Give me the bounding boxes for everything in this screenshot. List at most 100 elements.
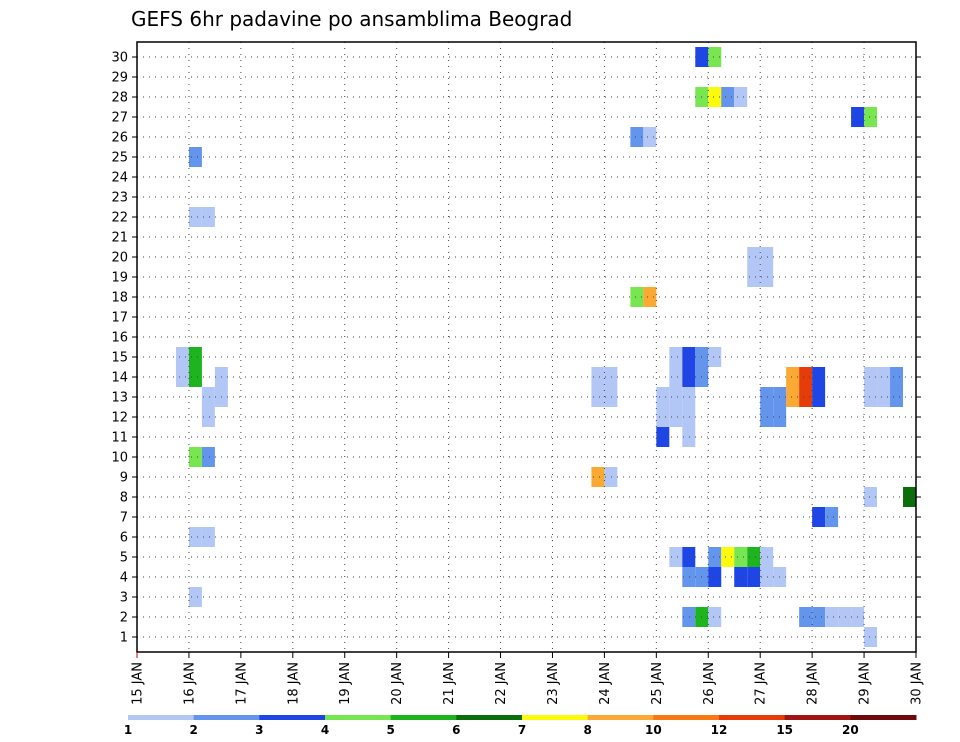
colorbar-swatch — [719, 715, 786, 720]
precip-cell — [175, 347, 189, 367]
y-tick-label: 19 — [111, 271, 128, 286]
precip-cell — [864, 107, 878, 127]
precip-cell — [812, 367, 826, 387]
precip-cell — [812, 507, 826, 527]
y-tick-label: 11 — [111, 431, 128, 446]
precip-cell — [734, 87, 748, 107]
y-tick-label: 26 — [111, 131, 128, 146]
precip-cell — [630, 127, 644, 147]
precip-cell — [201, 527, 215, 547]
precip-cell — [864, 487, 878, 507]
colorbar-swatch — [522, 715, 589, 720]
y-tick-label: 2 — [120, 611, 128, 626]
grid-layer — [137, 42, 916, 652]
x-tick-label: 25 JAN — [650, 662, 665, 705]
precip-cell — [682, 387, 696, 407]
x-tick-label: 23 JAN — [546, 662, 561, 705]
precip-cell — [747, 247, 761, 267]
chart-title: GEFS 6hr padavine po ansamblima Beograd — [131, 7, 572, 31]
precip-cell — [760, 407, 774, 427]
y-tick-label: 16 — [111, 331, 128, 346]
colorbar: 1 2 3 4 5 6 7 8 10 12 15 20 — [124, 715, 917, 737]
precip-cell — [175, 367, 189, 387]
y-tick-label: 5 — [120, 551, 128, 566]
y-tick-label: 9 — [120, 471, 128, 486]
y-tick-label: 13 — [111, 391, 128, 406]
precip-cell — [825, 507, 839, 527]
colorbar-label: 2 — [189, 723, 197, 737]
precip-cell — [825, 607, 839, 627]
x-tick-label: 21 JAN — [442, 662, 457, 705]
precip-cell — [643, 287, 657, 307]
y-tick-label: 23 — [111, 191, 128, 206]
x-axis: 15 JAN 16 JAN 17 JAN 18 JAN 19 JAN 20 JAN 21 J… — [131, 652, 925, 705]
y-tick-label: 21 — [111, 231, 128, 246]
precip-cell — [604, 367, 618, 387]
precip-cell — [669, 407, 683, 427]
precip-cell — [682, 427, 696, 447]
precip-cell — [201, 207, 215, 227]
y-tick-label: 18 — [111, 291, 128, 306]
precip-cell — [669, 387, 683, 407]
y-tick-label: 14 — [111, 371, 128, 386]
colorbar-label: 20 — [842, 723, 859, 737]
y-tick-label: 8 — [120, 491, 128, 506]
colorbar-swatch — [784, 715, 851, 720]
precip-cell — [760, 387, 774, 407]
precip-cell — [799, 607, 813, 627]
precip-cell — [656, 407, 670, 427]
colorbar-swatch — [193, 715, 260, 720]
x-tick-label: 27 JAN — [754, 662, 769, 705]
y-tick-label: 15 — [111, 351, 128, 366]
precip-cell — [188, 447, 202, 467]
precip-cell — [630, 287, 644, 307]
precip-cell — [708, 607, 722, 627]
x-tick-label: 24 JAN — [598, 662, 613, 705]
colorbar-swatch — [456, 715, 523, 720]
precip-cell — [591, 387, 605, 407]
precip-cell — [734, 567, 748, 587]
colorbar-label: 8 — [583, 723, 591, 737]
y-tick-label: 4 — [120, 571, 128, 586]
precip-cell — [643, 127, 657, 147]
precip-cell — [188, 347, 202, 367]
colorbar-label: 10 — [645, 723, 662, 737]
precip-cell — [591, 367, 605, 387]
precip-cell — [799, 367, 813, 387]
x-tick-label: 22 JAN — [494, 662, 509, 705]
precip-cell — [760, 547, 774, 567]
precip-cell — [669, 547, 683, 567]
y-tick-label: 3 — [120, 591, 128, 606]
colorbar-label: 12 — [711, 723, 728, 737]
y-tick-label: 10 — [111, 451, 128, 466]
precip-cell — [656, 427, 670, 447]
cells-layer — [175, 47, 916, 647]
x-tick-label: 19 JAN — [338, 662, 353, 705]
precip-cell — [864, 627, 878, 647]
x-tick-label: 15 JAN — [131, 662, 146, 705]
colorbar-swatch — [850, 715, 917, 720]
precip-cell — [864, 367, 878, 387]
y-tick-label: 27 — [111, 111, 128, 126]
precip-cell — [721, 547, 735, 567]
precip-cell — [669, 347, 683, 367]
precip-cell — [760, 267, 774, 287]
colorbar-swatch — [390, 715, 457, 720]
precip-cell — [201, 447, 215, 467]
y-tick-label: 7 — [120, 511, 128, 526]
precip-cell — [812, 607, 826, 627]
x-tick-label: 17 JAN — [234, 662, 249, 705]
y-tick-label: 1 — [120, 631, 128, 646]
colorbar-swatch — [128, 715, 195, 720]
precip-cell — [188, 587, 202, 607]
precip-cell — [864, 387, 878, 407]
precip-cell — [877, 387, 891, 407]
precip-cell — [682, 607, 696, 627]
colorbar-swatch — [325, 715, 392, 720]
y-tick-label: 20 — [111, 251, 128, 266]
precip-cell — [656, 387, 670, 407]
precip-cell — [721, 87, 735, 107]
precip-cell — [604, 467, 618, 487]
plot-frame — [136, 41, 917, 653]
precip-cell — [747, 567, 761, 587]
